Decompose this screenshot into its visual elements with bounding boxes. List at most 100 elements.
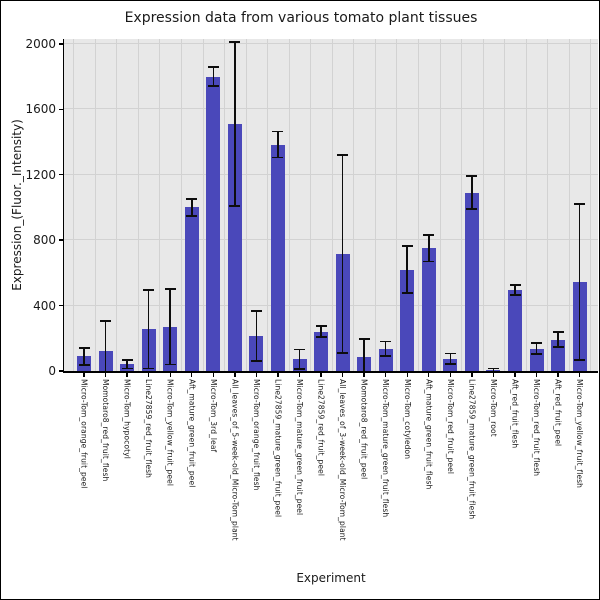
x-tick-label: Line27859_mature_green_fruit_flesh [467, 379, 477, 520]
v-gridline [73, 39, 75, 371]
x-tick-label: Aft_mature_green_fruit_flesh [424, 379, 434, 490]
h-gridline [64, 108, 598, 110]
error-bar-line [492, 368, 495, 371]
error-bar-cap-bottom [272, 156, 284, 159]
v-gridline [331, 39, 333, 371]
error-bar-cap-bottom [294, 368, 305, 370]
v-gridline [94, 39, 96, 371]
error-bar-line [471, 176, 473, 210]
error-bar-cap-top [121, 358, 133, 361]
x-tick-label: Micro-Tom_mature_green_fruit_flesh [381, 379, 391, 518]
v-gridline [418, 39, 420, 371]
x-axis-label: Experiment [296, 571, 366, 585]
bar [400, 269, 415, 371]
error-bar-line [277, 131, 279, 158]
error-bar-cap-bottom [423, 260, 435, 263]
x-tick-label: Micro-Tom_red_fruit_peel [445, 379, 455, 475]
error-bar-cap-bottom [164, 363, 176, 366]
error-bar-cap-top [100, 320, 112, 323]
bar [314, 331, 329, 371]
v-gridline [202, 39, 204, 371]
v-gridline [267, 39, 269, 371]
error-bar-line [578, 203, 581, 361]
error-bar-cap-bottom [250, 359, 262, 362]
v-gridline [353, 39, 355, 371]
x-tick-mark [471, 372, 473, 377]
x-tick-mark [578, 372, 581, 377]
x-tick-mark [363, 372, 365, 377]
x-tick-label: Micro-Tom_orange_fruit_peel [79, 379, 89, 489]
x-tick-mark [406, 372, 408, 377]
x-tick-label: All_leaves_of_5-week-old_Micro-Tom_plant [230, 379, 240, 541]
y-tick-mark [58, 239, 63, 241]
x-tick-mark [169, 372, 171, 377]
error-bar-line [104, 321, 107, 371]
v-gridline [590, 39, 592, 371]
x-tick-label: Micro-Tom_mature_green_fruit_peel [295, 379, 304, 516]
bar [464, 192, 479, 371]
error-bar-cap-bottom [444, 363, 456, 365]
error-bar-cap-bottom [380, 355, 392, 358]
x-tick-mark [234, 372, 236, 377]
x-tick-label: Momotaro8_red_fruit_flesh [101, 379, 111, 482]
x-tick-label: Micro-Tom_yellow_fruit_peel [165, 379, 175, 487]
error-bar-cap-bottom [78, 363, 90, 366]
error-bar-cap-top [315, 325, 327, 328]
x-tick-label: Line27859_red_fruit_peel [316, 379, 326, 477]
v-gridline [288, 39, 290, 371]
error-bar-cap-bottom [401, 292, 413, 295]
v-gridline [439, 39, 441, 371]
x-tick-label: Line27859_mature_green_fruit_peel [273, 379, 283, 518]
v-gridline [568, 39, 570, 371]
error-bar-cap-top [574, 202, 586, 205]
error-bar-cap-top [229, 41, 241, 44]
x-tick-mark [449, 372, 452, 377]
y-axis-label: Expression_(Fluor._Intensity) [10, 119, 24, 291]
error-bar-cap-top [78, 346, 90, 349]
error-bar-line [212, 67, 215, 86]
error-bar-cap-top [444, 352, 456, 355]
v-gridline [116, 39, 118, 371]
y-tick-label: 800 [33, 233, 56, 248]
x-tick-mark [191, 372, 193, 377]
error-bar-line [514, 285, 516, 296]
chart-title: Expression data from various tomato plan… [124, 10, 478, 26]
error-bar-cap-bottom [337, 352, 349, 354]
x-tick-mark [341, 372, 344, 377]
bar [227, 124, 242, 371]
x-tick-mark [298, 372, 301, 377]
error-bar-line [363, 338, 365, 371]
error-bar-cap-top [186, 198, 198, 201]
x-tick-mark [428, 372, 430, 377]
x-tick-mark [514, 372, 516, 377]
y-tick-mark [58, 370, 63, 372]
h-gridline [64, 304, 598, 306]
error-bar-cap-bottom [186, 214, 198, 217]
error-bar-line [428, 235, 430, 262]
h-gridline [64, 173, 598, 175]
x-tick-label: Micro-Tom_red_fruit_flesh [532, 379, 542, 477]
error-bar-cap-top [487, 367, 499, 370]
x-tick-mark [492, 372, 495, 377]
error-bar-cap-top [552, 331, 564, 333]
v-gridline [374, 39, 376, 371]
error-bar-cap-bottom [229, 204, 241, 207]
v-gridline [137, 39, 139, 371]
error-bar-cap-top [401, 245, 413, 247]
error-bar-cap-top [294, 348, 305, 351]
x-tick-label: All_leaves_of_3-week-old_Micro-Tom_plant [338, 379, 348, 541]
v-gridline [547, 39, 549, 371]
error-bar-cap-top [531, 342, 543, 344]
error-bar-cap-bottom [207, 85, 219, 87]
error-bar-cap-top [207, 66, 219, 69]
error-bar-line [406, 245, 409, 294]
error-bar-line [341, 155, 344, 354]
bar [421, 248, 436, 371]
v-gridline [224, 39, 226, 371]
x-tick-mark [277, 372, 279, 377]
error-bar-line [126, 359, 128, 369]
error-bar-cap-top [423, 234, 435, 237]
error-bar-cap-bottom [509, 294, 521, 297]
y-tick-mark [58, 174, 63, 176]
